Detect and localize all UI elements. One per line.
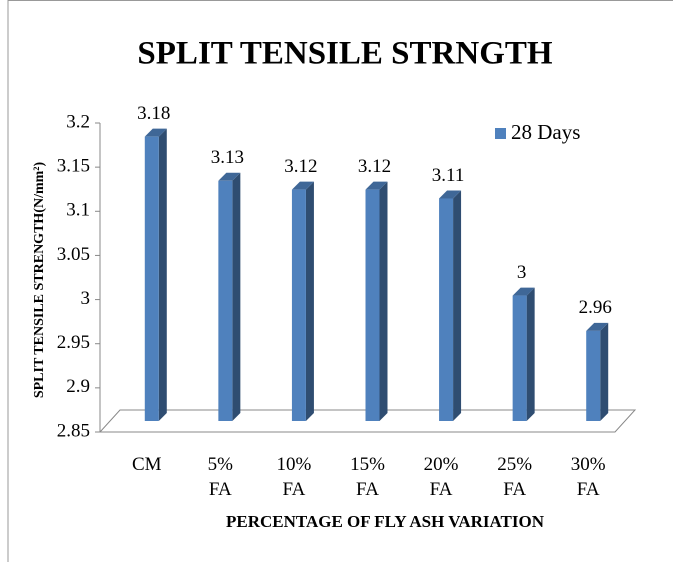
data-label: 3.12 [358, 156, 391, 177]
data-label: 3.12 [284, 156, 317, 177]
bar-top [586, 322, 609, 331]
y-tick-label: 2.85 [57, 420, 90, 441]
bar-side [158, 128, 167, 421]
x-tick-label: 10% FA [276, 454, 312, 500]
bar-top [144, 128, 167, 137]
y-tick-label: 3.05 [57, 244, 90, 265]
x-tick-label: 15% FA [350, 454, 385, 500]
chart-title: SPLIT TENSILE STRNGTH [137, 36, 552, 72]
y-tick-label: 2.95 [57, 332, 90, 353]
bar-side [600, 322, 609, 421]
data-label: 2.96 [579, 297, 612, 318]
bar [365, 189, 380, 421]
data-label: 3 [517, 262, 527, 283]
bar-top [365, 181, 388, 190]
y-axis-title: SPLIT TENSILE STRENGTH(N/mm²) [32, 162, 47, 399]
bar-side [305, 181, 314, 421]
bar [439, 198, 454, 421]
bar [586, 330, 601, 421]
legend-swatch [495, 128, 506, 139]
bar-side [453, 190, 462, 421]
x-axis-title: PERCENTAGE OF FLY ASH VARIATION [226, 512, 545, 531]
x-tick-label: 30% FA [570, 454, 606, 500]
data-label: 3.13 [211, 147, 244, 168]
bar [218, 180, 233, 421]
x-tick-label: CM [131, 454, 162, 475]
y-tick-label: 3 [81, 288, 91, 309]
y-tick-label: 3.15 [57, 156, 90, 177]
bar-side [526, 287, 535, 421]
bar-side [379, 181, 388, 421]
data-label: 3.11 [432, 165, 465, 186]
bar-top [218, 172, 241, 181]
x-tick-label: 20% FA [423, 454, 459, 500]
bar-side [232, 172, 241, 421]
y-tick-label: 3.2 [66, 111, 90, 132]
data-label: 3.18 [137, 103, 170, 124]
bar-top [439, 190, 462, 199]
bar [512, 295, 527, 421]
y-tick-label: 2.9 [66, 376, 90, 397]
y-tick-label: 3.1 [66, 200, 90, 221]
bar-top [291, 181, 314, 190]
bar-top [512, 287, 535, 296]
bar [144, 136, 159, 421]
x-tick-label: 5% FA [207, 454, 233, 500]
bar [291, 189, 306, 421]
legend-label: 28 Days [511, 120, 580, 144]
x-tick-label: 25% FA [497, 454, 533, 500]
